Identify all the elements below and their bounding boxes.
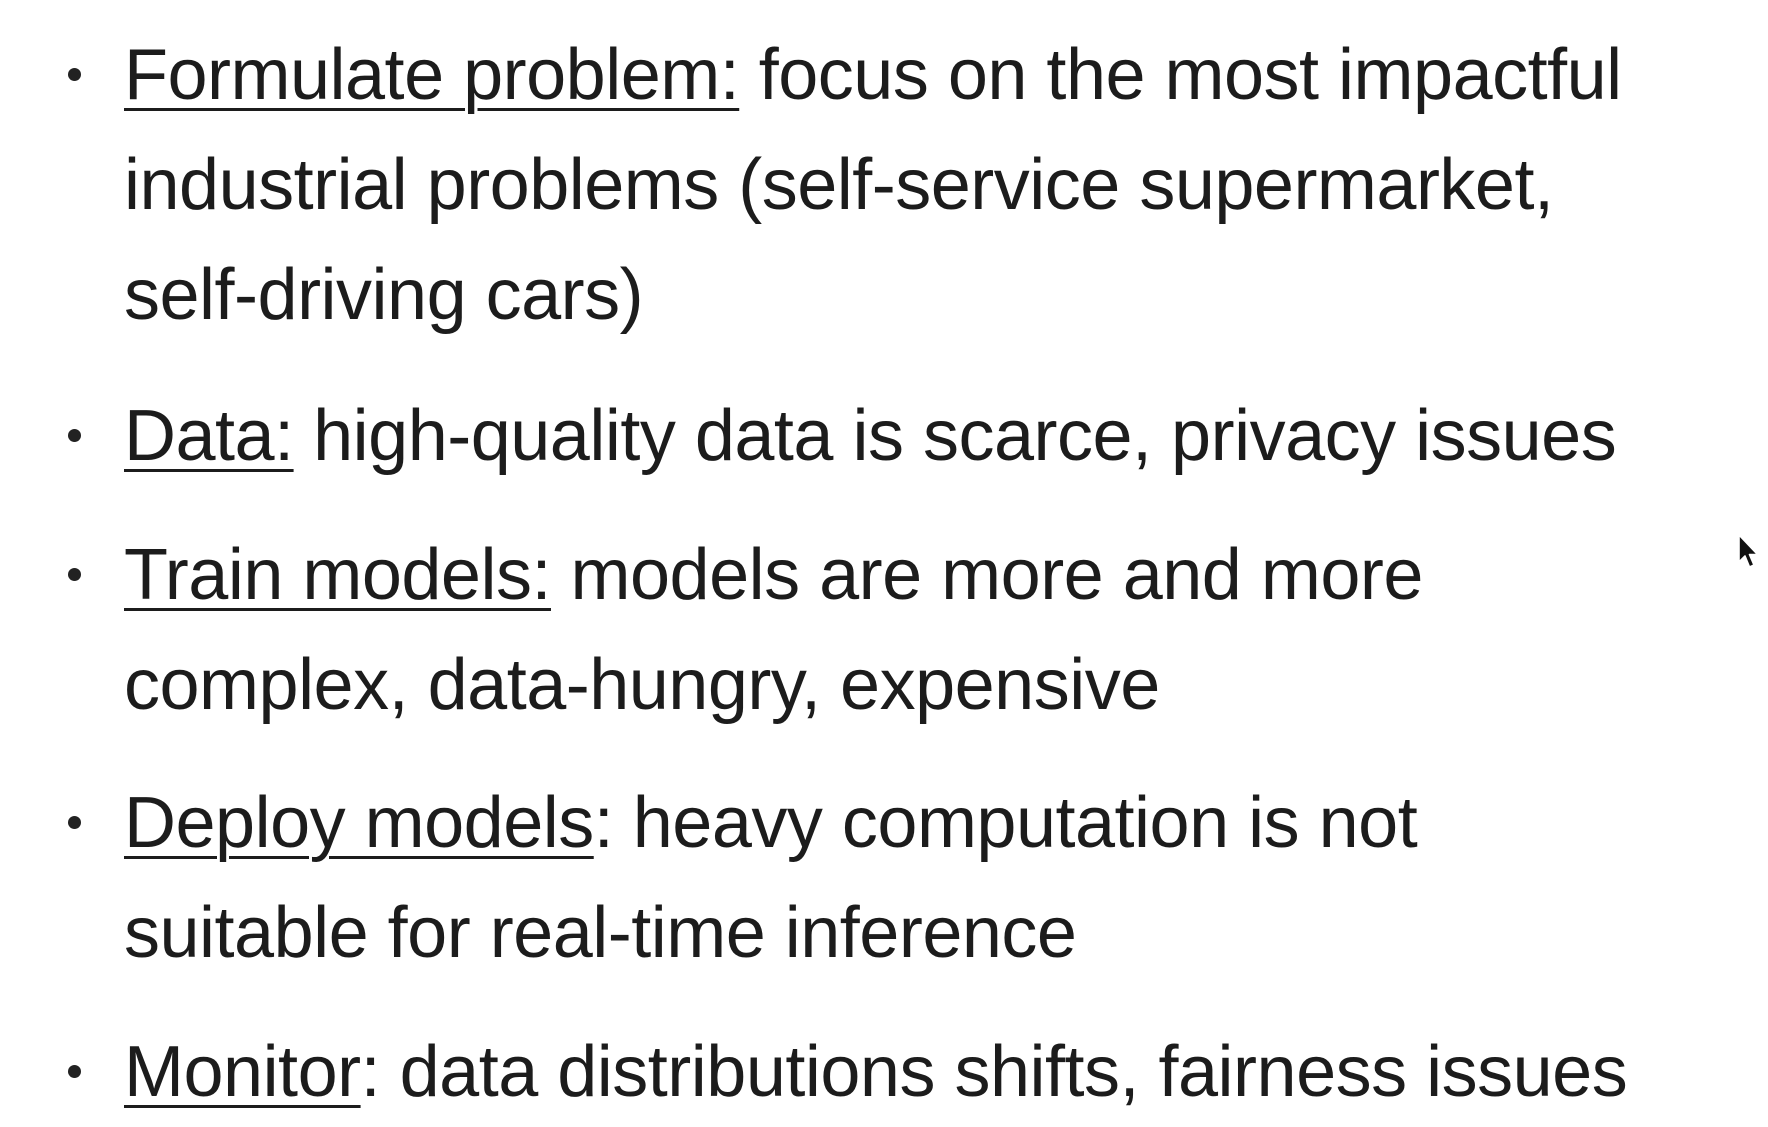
bullet-description: heavy computation is not [632, 783, 1418, 863]
bullet-dot-icon [68, 1065, 81, 1078]
bullet-dot-icon [68, 816, 81, 829]
bullet-term: Train models: [124, 535, 551, 615]
bullet-dot-icon [68, 429, 81, 442]
bullet-line: self-driving cars) [124, 255, 644, 335]
bullet-text: Deploy models: heavy computation is not … [124, 768, 1764, 988]
bullet-term: Data: [124, 396, 294, 476]
bullet-term-suffix: : [360, 1032, 381, 1112]
bullet-dot-icon [68, 68, 81, 81]
bullet-description: high-quality data is scarce, privacy iss… [313, 396, 1617, 476]
bullet-line: Data: high-quality data is scarce, priva… [124, 381, 1764, 491]
bullet-description: focus on the most impactful [758, 35, 1622, 115]
bullet-text: Formulate problem: focus on the most imp… [124, 20, 1764, 350]
bullet-line: Deploy models: heavy computation is not [124, 768, 1764, 878]
bullet-text: Data: high-quality data is scarce, priva… [124, 381, 1764, 491]
bullet-description: data distributions shifts, fairness issu… [399, 1032, 1628, 1112]
bullet-dot-icon [68, 568, 81, 581]
bullet-line: Train models: models are more and more [124, 520, 1764, 630]
bullet-text: Monitor: data distributions shifts, fair… [124, 1017, 1764, 1127]
bullet-term: Formulate problem: [124, 35, 740, 115]
bullet-text: Train models: models are more and more c… [124, 520, 1764, 740]
bullet-line: suitable for real-time inference [124, 893, 1077, 973]
bullet-line: complex, data-hungry, expensive [124, 645, 1160, 725]
bullet-line: Formulate problem: focus on the most imp… [124, 20, 1764, 130]
bullet-line: industrial problems (self-service superm… [124, 145, 1554, 225]
bullet-line: Monitor: data distributions shifts, fair… [124, 1017, 1764, 1127]
bullet-term: Monitor [124, 1032, 361, 1112]
bullet-description: models are more and more [570, 535, 1424, 615]
mouse-cursor-icon [1738, 534, 1759, 568]
bullet-term-suffix: : [593, 783, 614, 863]
bullet-term: Deploy models [124, 783, 594, 863]
